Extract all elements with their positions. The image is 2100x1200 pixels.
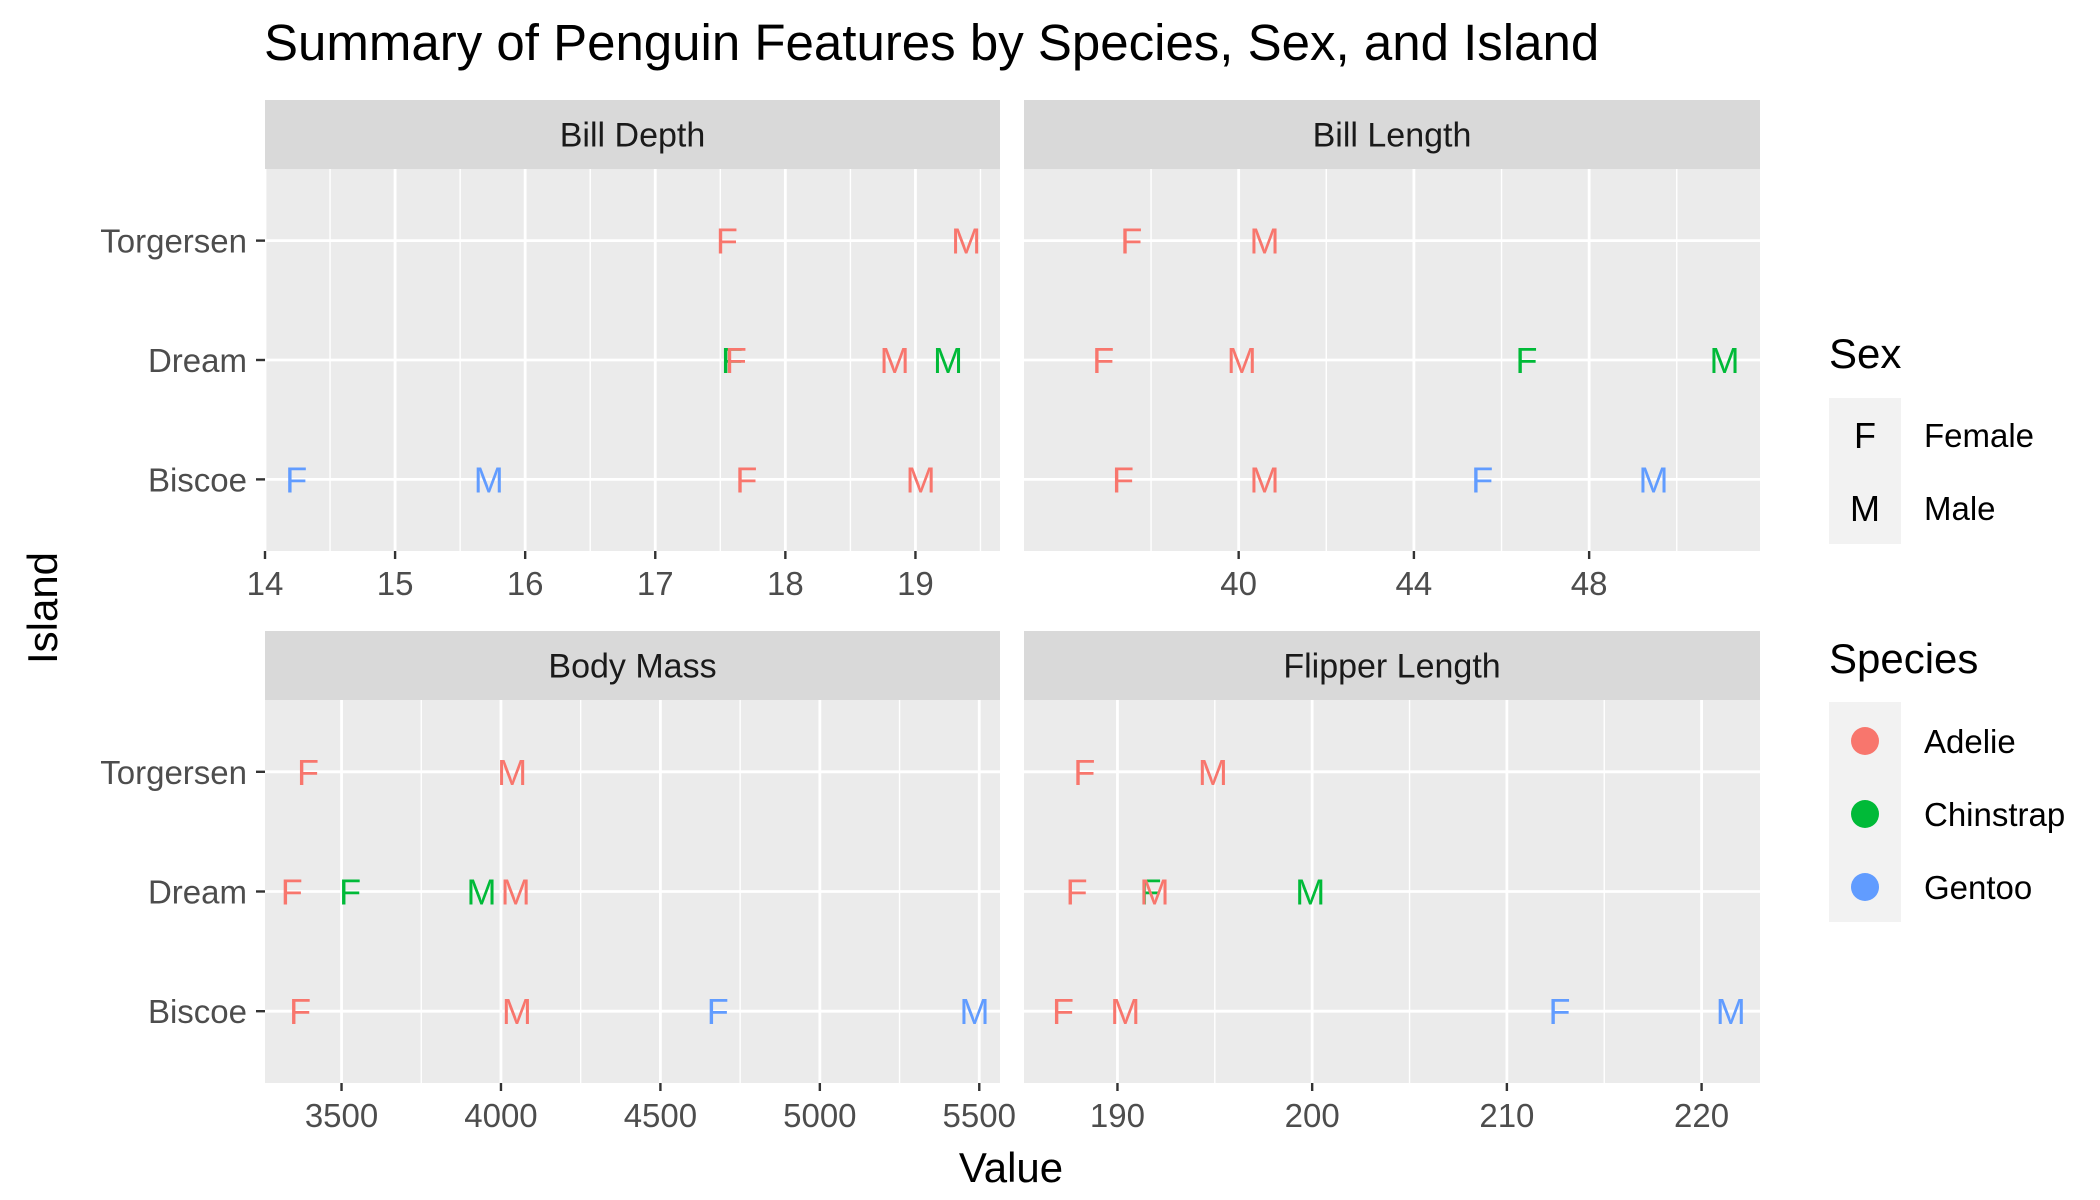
data-point-adelie-f: F	[1073, 752, 1095, 793]
data-point-chinstrap-f: F	[1140, 872, 1162, 913]
data-point-chinstrap-f: F	[721, 340, 743, 381]
x-tick-label: 5000	[783, 1097, 856, 1134]
x-tick-label: 190	[1090, 1097, 1145, 1134]
legend-label: Adelie	[1924, 723, 2016, 760]
data-point-adelie-f: F	[1092, 340, 1114, 381]
legend-key-glyph: M	[1850, 488, 1880, 529]
data-point-adelie-f: F	[297, 752, 319, 793]
data-point-chinstrap-m: M	[933, 340, 963, 381]
data-point-adelie-f: F	[716, 221, 738, 262]
x-tick-label: 4000	[464, 1097, 537, 1134]
x-tick-label: 4500	[624, 1097, 697, 1134]
legend-key-dot	[1851, 873, 1879, 901]
facet-strip	[265, 100, 1000, 169]
data-point-gentoo-f: F	[1471, 459, 1493, 500]
x-tick-label: 16	[507, 565, 544, 602]
data-point-adelie-f: F	[1120, 221, 1142, 262]
x-tick-label: 5500	[943, 1097, 1016, 1134]
data-point-adelie-f: F	[1066, 872, 1088, 913]
data-point-adelie-m: M	[497, 752, 527, 793]
facet-strip	[1024, 631, 1760, 700]
x-tick-label: 220	[1674, 1097, 1729, 1134]
data-point-gentoo-m: M	[1716, 991, 1746, 1032]
data-point-adelie-m: M	[1250, 459, 1280, 500]
y-tick-label: Dream	[148, 342, 247, 379]
x-tick-label: 17	[637, 565, 674, 602]
data-point-gentoo-m: M	[1639, 459, 1669, 500]
legend-key-dot	[1851, 800, 1879, 828]
facet-body-mass: Body Mass 3500 4000 4500 5000 5500 Biscoe Dream…	[100, 631, 1016, 1134]
x-axis-title: Value	[959, 1144, 1063, 1191]
x-tick-label: 210	[1479, 1097, 1534, 1134]
legend-label: Chinstrap	[1924, 796, 2065, 833]
data-point-gentoo-f: F	[1548, 991, 1570, 1032]
facet-strip-label: Body Mass	[548, 648, 716, 686]
data-point-adelie-m: M	[1250, 221, 1280, 262]
y-tick-label: Biscoe	[148, 461, 247, 498]
legend-key-background	[1829, 398, 1901, 544]
data-point-adelie-m: M	[1110, 991, 1140, 1032]
facet-strip-label: Bill Length	[1313, 117, 1472, 155]
facet-strip	[1024, 100, 1760, 169]
legend-title: Species	[1829, 635, 1978, 682]
data-point-adelie-f: F	[289, 991, 311, 1032]
x-tick-label: 48	[1571, 565, 1608, 602]
x-tick-label: 200	[1285, 1097, 1340, 1134]
data-point-chinstrap-f: F	[1515, 340, 1537, 381]
data-point-adelie-f: F	[1112, 459, 1134, 500]
y-tick-label: Torgersen	[100, 223, 247, 260]
data-point-adelie-m: M	[951, 221, 981, 262]
data-point-adelie-m: M	[1227, 340, 1257, 381]
facet-strip-label: Flipper Length	[1283, 648, 1500, 686]
x-tick-label: 44	[1396, 565, 1433, 602]
data-point-chinstrap-f: F	[339, 872, 361, 913]
legend-label: Female	[1924, 417, 2034, 454]
data-point-adelie-m: M	[1198, 752, 1228, 793]
data-point-adelie-f: F	[725, 340, 747, 381]
legend-sex: Sex F Female M Male	[1829, 330, 2034, 544]
data-point-adelie-m: M	[906, 459, 936, 500]
facet-strip-label: Bill Depth	[560, 117, 706, 155]
facet-strip	[265, 631, 1000, 700]
x-tick-label: 15	[377, 565, 414, 602]
y-axis-title: Island	[19, 552, 66, 664]
data-point-chinstrap-m: M	[1295, 872, 1325, 913]
data-point-adelie-f: F	[735, 459, 757, 500]
y-tick-label: Torgersen	[100, 754, 247, 791]
data-point-chinstrap-m: M	[467, 872, 497, 913]
data-point-adelie-m: M	[502, 991, 532, 1032]
data-point-adelie-m: M	[880, 340, 910, 381]
legend-key-dot	[1851, 727, 1879, 755]
data-point-adelie-f: F	[281, 872, 303, 913]
y-tick-label: Biscoe	[148, 993, 247, 1030]
data-point-gentoo-m: M	[474, 459, 504, 500]
data-point-gentoo-f: F	[707, 991, 729, 1032]
legend-species: Species Adelie Chinstrap Gentoo	[1829, 635, 2065, 922]
legend-key-glyph: F	[1854, 415, 1876, 456]
data-point-adelie-m: M	[501, 872, 531, 913]
legend-title: Sex	[1829, 330, 1901, 377]
legend-label: Gentoo	[1924, 869, 2032, 906]
x-tick-label: 14	[247, 565, 284, 602]
facet-panels: Bill Depth 14 15 16 17 18 19 Biscoe Dream Torgers…	[100, 100, 1760, 1134]
data-point-adelie-m: M	[1139, 872, 1169, 913]
chart-title: Summary of Penguin Features by Species, …	[264, 14, 1599, 71]
x-tick-label: 3500	[305, 1097, 378, 1134]
data-point-gentoo-m: M	[959, 991, 989, 1032]
x-tick-label: 40	[1220, 565, 1257, 602]
data-point-chinstrap-m: M	[1710, 340, 1740, 381]
facet-bill-length: Bill Length 40 44 48 F M F M F M F M F M	[1024, 100, 1760, 602]
data-point-gentoo-f: F	[285, 459, 307, 500]
legend-label: Male	[1924, 490, 1996, 527]
x-tick-label: 18	[767, 565, 804, 602]
y-tick-label: Dream	[148, 874, 247, 911]
data-point-adelie-f: F	[1052, 991, 1074, 1032]
facet-bill-depth: Bill Depth 14 15 16 17 18 19 Biscoe Dream Torgers…	[100, 100, 1000, 602]
x-tick-label: 19	[897, 565, 934, 602]
legends: Sex F Female M Male Species Adelie Chinstrap Gen…	[1829, 330, 2065, 922]
